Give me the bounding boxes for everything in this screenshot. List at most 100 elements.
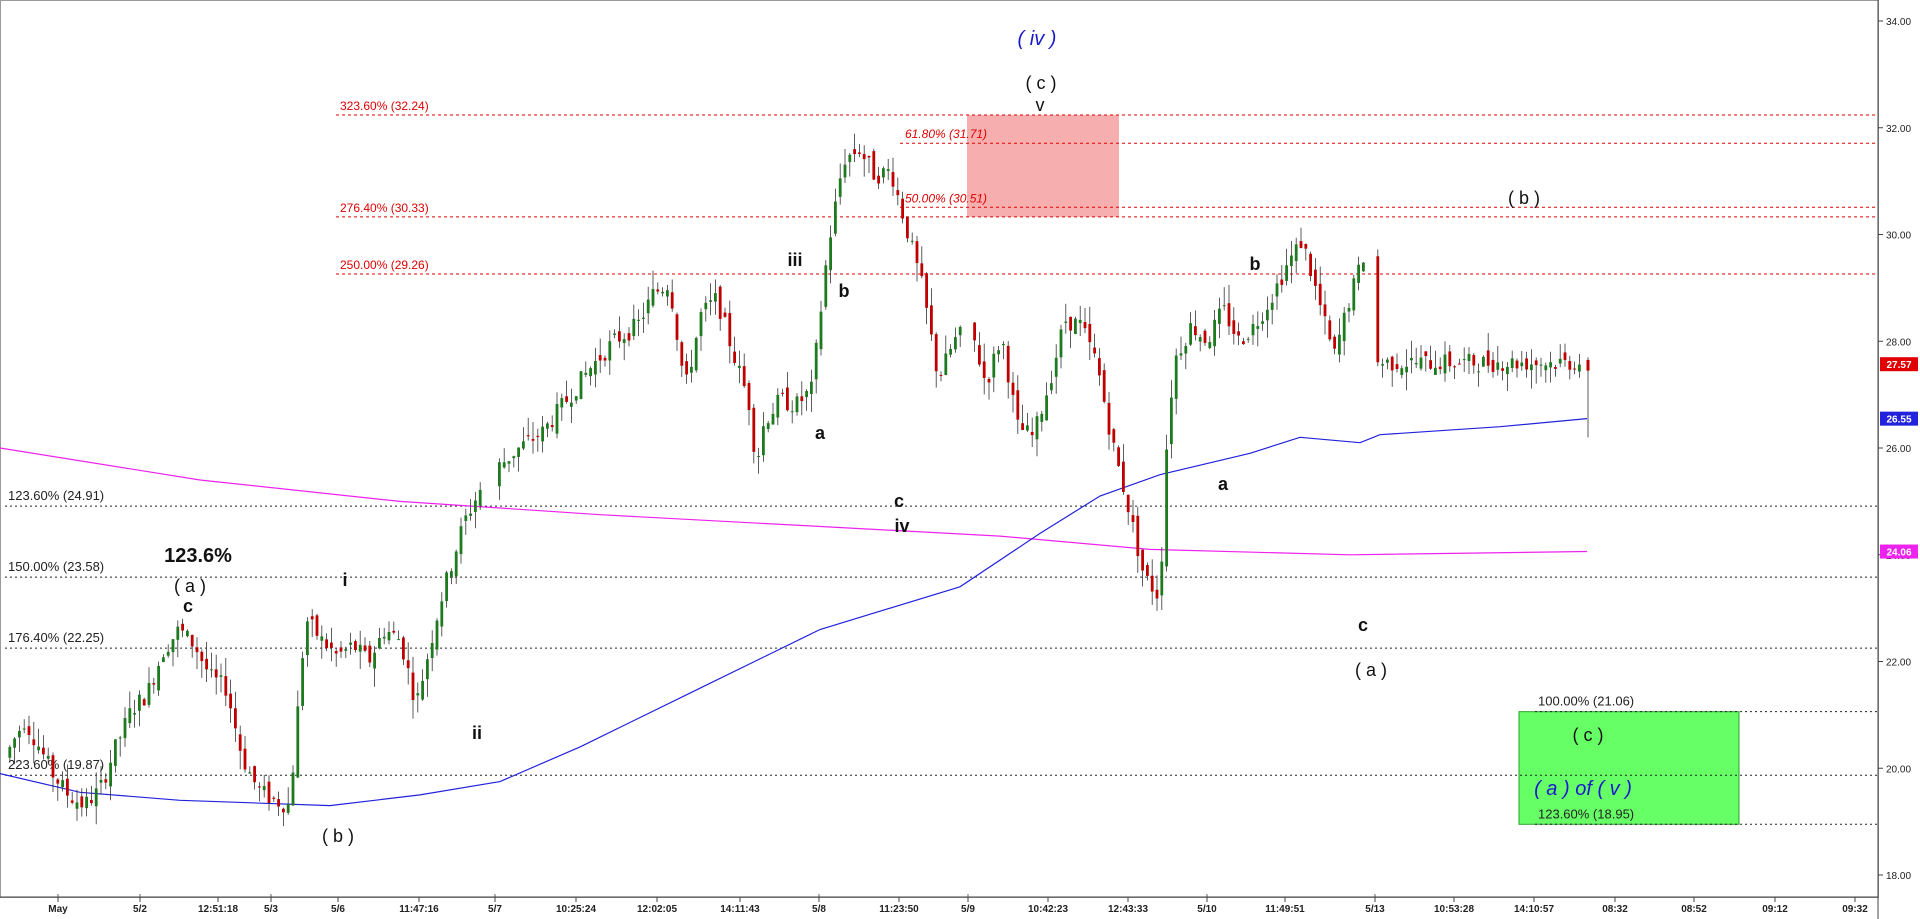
candle[interactable] [320, 625, 324, 659]
candle[interactable] [1357, 256, 1360, 291]
candle[interactable] [1352, 274, 1356, 316]
candle[interactable] [1510, 350, 1514, 373]
candle[interactable] [560, 393, 564, 421]
candle[interactable] [834, 188, 837, 237]
candle[interactable] [1256, 311, 1260, 347]
candle[interactable] [1011, 372, 1015, 413]
candle[interactable] [8, 744, 12, 763]
candle[interactable] [195, 637, 199, 670]
candle[interactable] [723, 307, 727, 318]
candle[interactable] [930, 288, 933, 341]
candle[interactable] [27, 715, 31, 745]
candle[interactable] [944, 335, 948, 376]
candle[interactable] [901, 191, 904, 224]
candle[interactable] [1573, 361, 1576, 375]
candle[interactable] [776, 388, 780, 426]
candle[interactable] [416, 682, 420, 713]
candle[interactable] [762, 411, 765, 462]
candle[interactable] [1170, 380, 1173, 459]
candle[interactable] [464, 508, 468, 535]
candle[interactable] [1131, 500, 1135, 533]
candle[interactable] [843, 148, 847, 183]
candle[interactable] [118, 735, 122, 757]
candle[interactable] [1558, 344, 1562, 368]
candle[interactable] [1213, 310, 1216, 356]
candle[interactable] [277, 791, 280, 817]
candle[interactable] [1294, 237, 1298, 273]
candle[interactable] [992, 346, 996, 393]
candle[interactable] [445, 570, 448, 608]
candle[interactable] [1054, 344, 1058, 394]
candle[interactable] [613, 329, 616, 339]
candle[interactable] [1126, 494, 1130, 525]
candle[interactable] [589, 366, 592, 386]
candle[interactable] [306, 617, 309, 667]
candle[interactable] [1578, 353, 1581, 378]
candle[interactable] [1486, 333, 1490, 373]
candle[interactable] [138, 690, 141, 727]
candle[interactable] [1520, 351, 1524, 371]
candle[interactable] [853, 133, 856, 162]
candle[interactable] [1530, 349, 1533, 389]
candle[interactable] [546, 421, 549, 438]
candle[interactable] [685, 353, 688, 384]
candle[interactable] [570, 388, 573, 424]
candle[interactable] [699, 308, 703, 351]
candle[interactable] [531, 422, 535, 454]
candle[interactable] [1400, 365, 1404, 379]
candle[interactable] [877, 166, 880, 189]
candle[interactable] [1314, 258, 1317, 300]
candle[interactable] [37, 728, 40, 754]
candle[interactable] [771, 402, 775, 425]
candle[interactable] [234, 691, 237, 742]
candle[interactable] [1026, 413, 1029, 432]
candle[interactable] [1112, 427, 1116, 452]
candle[interactable] [267, 775, 271, 811]
candle[interactable] [642, 302, 645, 334]
candle[interactable] [1078, 305, 1082, 337]
candle[interactable] [133, 699, 136, 728]
candle[interactable] [1088, 306, 1092, 361]
candle[interactable] [738, 350, 741, 384]
candle[interactable] [1237, 322, 1240, 346]
candle[interactable] [709, 283, 712, 316]
candle[interactable] [469, 498, 472, 521]
candle[interactable] [867, 155, 871, 173]
candle[interactable] [632, 304, 636, 340]
candle[interactable] [978, 332, 981, 367]
candle[interactable] [1275, 274, 1279, 310]
candle[interactable] [56, 777, 60, 801]
candle[interactable] [1165, 434, 1168, 572]
candle[interactable] [675, 312, 679, 351]
candle[interactable] [1194, 310, 1197, 341]
candle[interactable] [315, 613, 319, 640]
candle[interactable] [637, 309, 640, 337]
candle[interactable] [402, 635, 405, 666]
candle[interactable] [517, 447, 520, 472]
candle[interactable] [1563, 343, 1567, 367]
candle[interactable] [982, 343, 986, 395]
candle[interactable] [51, 752, 55, 792]
candle[interactable] [1093, 333, 1096, 358]
candle[interactable] [1050, 370, 1053, 395]
candle[interactable] [680, 340, 684, 378]
candles[interactable] [8, 133, 1590, 827]
candle[interactable] [1266, 296, 1269, 338]
candle[interactable] [550, 415, 554, 432]
candle[interactable] [646, 286, 650, 325]
candle[interactable] [1506, 362, 1509, 391]
candle[interactable] [1453, 365, 1456, 379]
candle[interactable] [1198, 334, 1202, 352]
candle[interactable] [1280, 265, 1284, 293]
candle[interactable] [1568, 355, 1572, 380]
candle[interactable] [838, 163, 842, 205]
candle[interactable] [781, 388, 784, 397]
candle[interactable] [474, 491, 477, 529]
candle[interactable] [291, 765, 295, 806]
candle[interactable] [1482, 355, 1485, 367]
candle[interactable] [1395, 353, 1399, 373]
candle[interactable] [1338, 318, 1341, 363]
candle[interactable] [1347, 303, 1351, 323]
candle[interactable] [934, 332, 938, 388]
candle[interactable] [109, 749, 112, 801]
